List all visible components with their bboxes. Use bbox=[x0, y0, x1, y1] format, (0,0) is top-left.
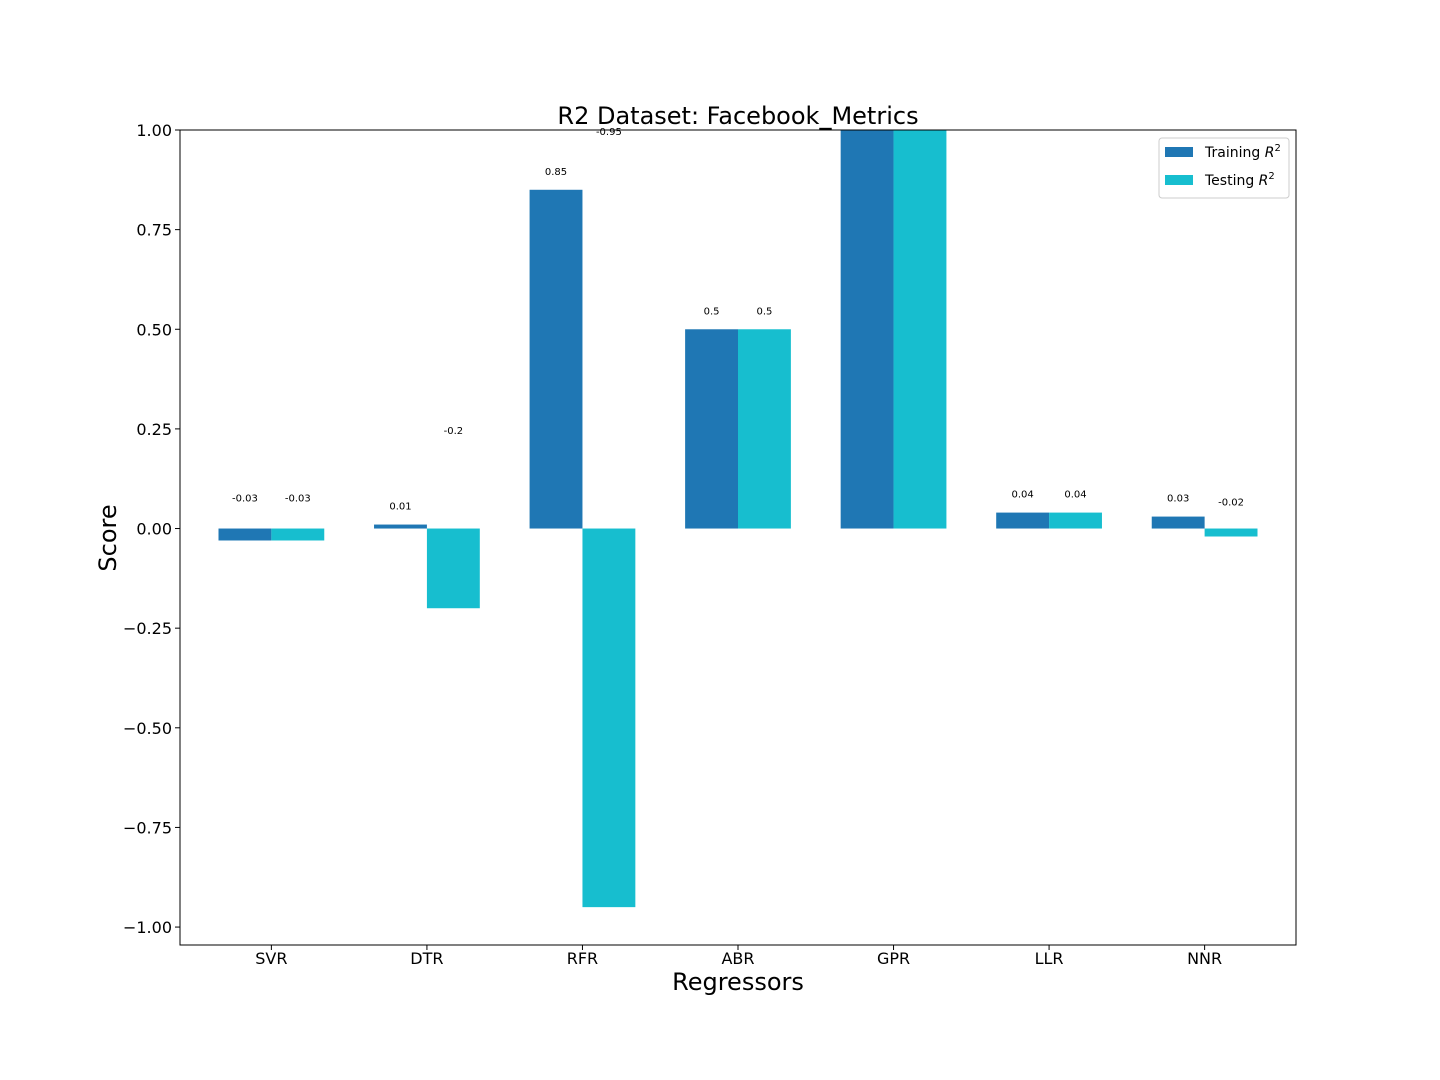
chart-title: R2 Dataset: Facebook_Metrics bbox=[557, 102, 918, 130]
bar-training-rfr bbox=[529, 189, 583, 529]
data-label: 0.5 bbox=[704, 306, 720, 317]
bar-training-gpr bbox=[840, 130, 894, 529]
y-tick-label: 1.00 bbox=[136, 121, 172, 140]
legend-label-testing: Testing R2 bbox=[1204, 171, 1275, 189]
y-tick-label: 0.25 bbox=[136, 420, 172, 439]
x-tick-label: LLR bbox=[1035, 949, 1064, 968]
y-tick-label: 0.00 bbox=[136, 520, 172, 539]
legend-label-training: Training R2 bbox=[1204, 143, 1281, 161]
y-tick-label: 0.50 bbox=[136, 320, 172, 339]
y-tick-label: −0.50 bbox=[123, 719, 172, 738]
x-tick-label: RFR bbox=[567, 949, 598, 968]
bar-testing-gpr bbox=[893, 130, 947, 529]
bar-training-llr bbox=[996, 512, 1050, 529]
y-tick-label: −1.00 bbox=[123, 918, 172, 937]
legend-swatch-testing bbox=[1165, 175, 1193, 185]
x-axis-label: Regressors bbox=[672, 968, 804, 996]
bar-testing-svr bbox=[271, 528, 325, 541]
bar-testing-dtr bbox=[426, 528, 480, 609]
x-tick-label: DTR bbox=[410, 949, 443, 968]
plot-area-frame bbox=[179, 129, 1297, 946]
data-label: 0.01 bbox=[389, 502, 411, 513]
bar-testing-rfr bbox=[582, 528, 636, 908]
bar-training-svr bbox=[218, 528, 272, 541]
bar-training-nnr bbox=[1151, 516, 1205, 529]
data-label: -0.02 bbox=[1218, 498, 1244, 509]
data-label: 0.04 bbox=[1012, 490, 1034, 501]
data-label: 0.04 bbox=[1064, 490, 1086, 501]
data-label: -0.2 bbox=[444, 426, 464, 437]
data-label: 0.03 bbox=[1167, 494, 1189, 505]
data-label: 0.5 bbox=[756, 306, 772, 317]
bar-training-dtr bbox=[374, 524, 427, 529]
y-tick-label: −0.75 bbox=[123, 818, 172, 837]
data-label: 0.85 bbox=[545, 167, 567, 178]
legend-swatch-training bbox=[1165, 147, 1193, 157]
y-tick-label: −0.25 bbox=[123, 619, 172, 638]
legend: Training R2 Testing R2 bbox=[1158, 137, 1290, 199]
bar-testing-llr bbox=[1049, 512, 1102, 529]
x-tick-label: GPR bbox=[877, 949, 910, 968]
bar-testing-nnr bbox=[1204, 528, 1258, 537]
bar-training-abr bbox=[685, 329, 738, 529]
x-tick-label: ABR bbox=[721, 949, 754, 968]
data-label: -0.03 bbox=[232, 494, 258, 505]
x-tick-label: NNR bbox=[1187, 949, 1222, 968]
y-tick-label: 0.75 bbox=[136, 221, 172, 240]
data-label: -0.95 bbox=[596, 127, 622, 138]
data-label: -0.03 bbox=[285, 494, 311, 505]
bar-testing-abr bbox=[738, 329, 791, 529]
y-axis-label: Score bbox=[94, 504, 122, 571]
x-tick-label: SVR bbox=[255, 949, 287, 968]
